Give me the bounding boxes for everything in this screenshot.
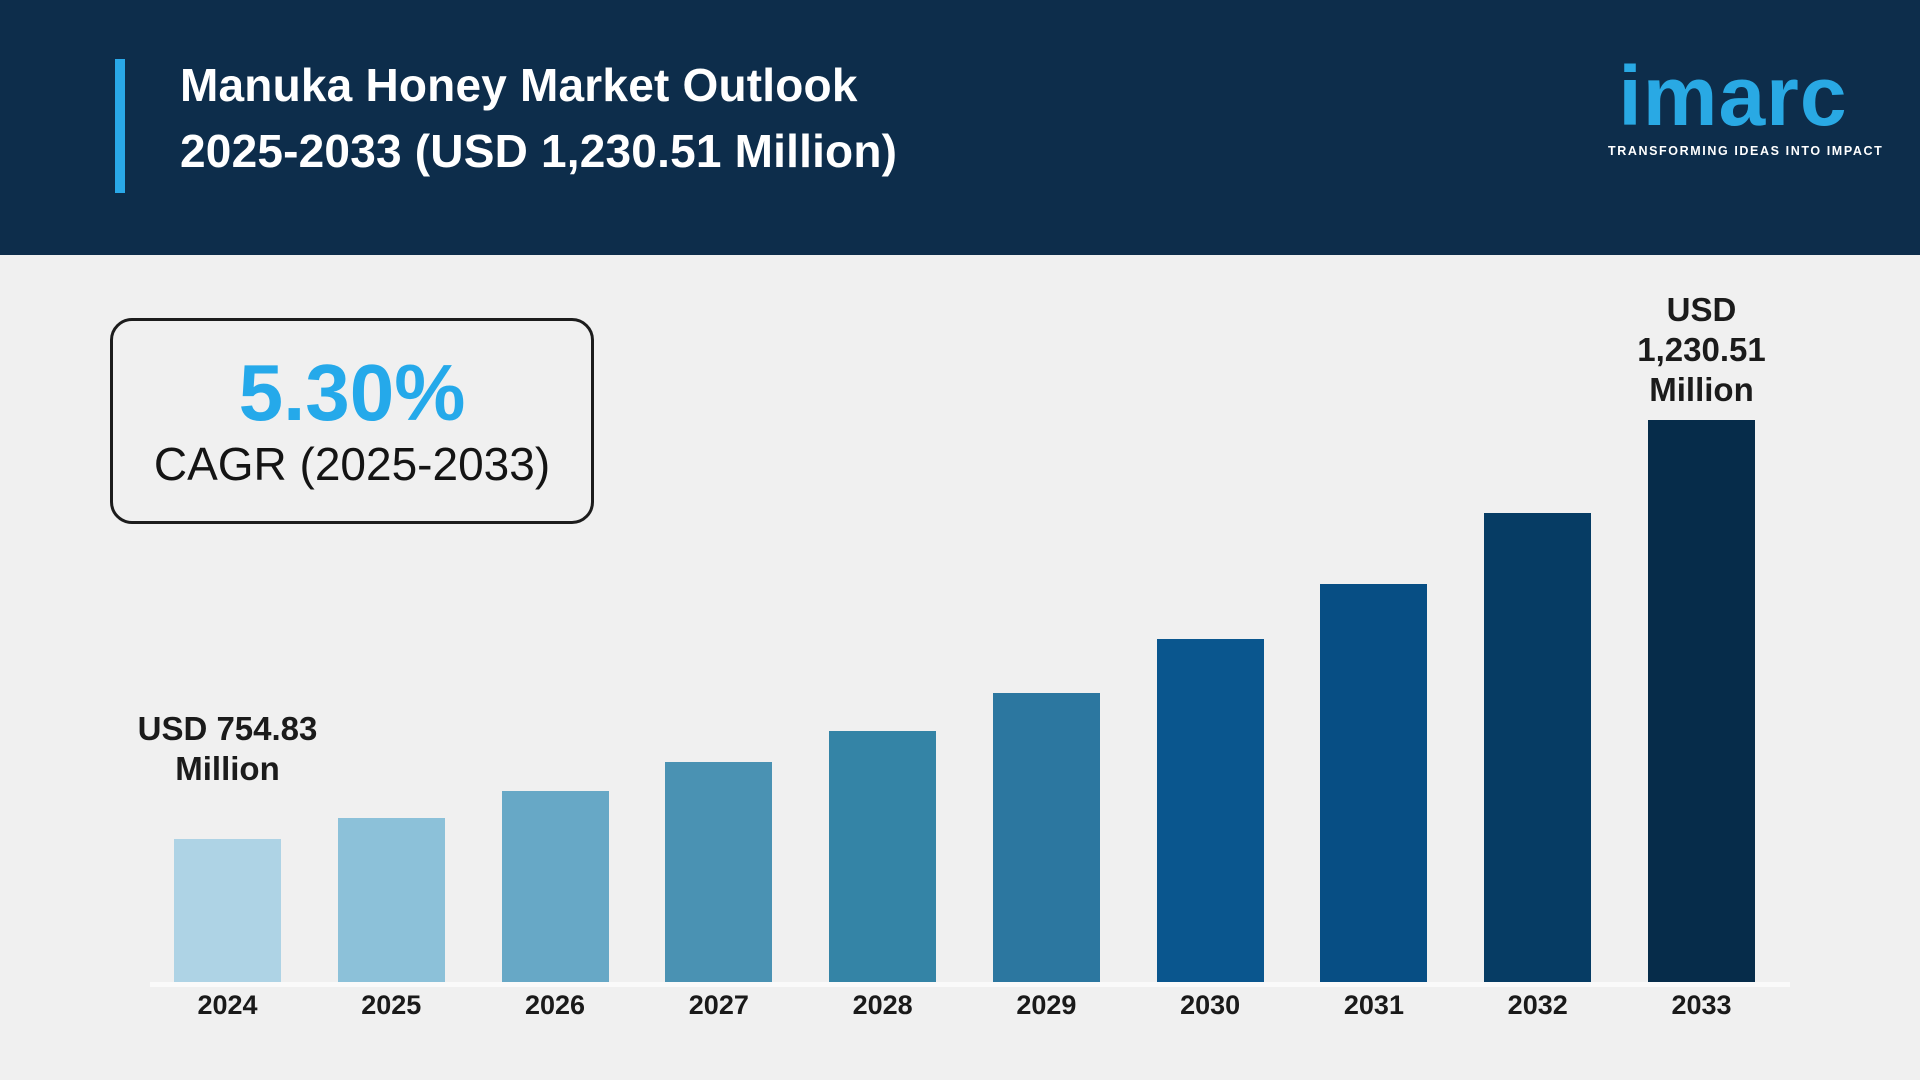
page-title-line1: Manuka Honey Market Outlook — [180, 59, 858, 111]
imarc-logo-text: imarc — [1618, 49, 1848, 143]
year-label-2031: 2031 — [1343, 990, 1404, 1020]
page-header: Manuka Honey Market Outlook 2025-2033 (U… — [0, 0, 1920, 255]
year-label-2028: 2028 — [852, 990, 913, 1020]
cagr-label: CAGR (2025-2033) — [153, 438, 551, 490]
imarc-logo-tagline: TRANSFORMING IDEAS INTO IMPACT — [1608, 144, 1884, 158]
bar-2029 — [992, 693, 1100, 982]
imarc-logo: imarc TRANSFORMING IDEAS INTO IMPACT — [1608, 49, 1884, 158]
bar-2028 — [829, 731, 937, 982]
year-label-2024: 2024 — [197, 990, 258, 1020]
page-title: Manuka Honey Market Outlook 2025-2033 (U… — [180, 52, 897, 184]
year-label-2032: 2032 — [1507, 990, 1568, 1020]
bar-value-annotation-2024: USD 754.83 Million — [137, 710, 318, 787]
page-title-line2: 2025-2033 (USD 1,230.51 Million) — [180, 125, 898, 177]
cagr-box: 5.30% CAGR (2025-2033) — [110, 318, 594, 524]
bar-value-annotation-2033: USD 1,230.51 Million — [1637, 291, 1766, 408]
year-label-2033: 2033 — [1671, 990, 1732, 1020]
year-label-2026: 2026 — [525, 990, 586, 1020]
bar-2025 — [337, 818, 445, 982]
title-accent-bar — [115, 59, 125, 193]
bar-2032 — [1484, 513, 1592, 982]
bar-2027 — [665, 762, 773, 982]
year-label-2027: 2027 — [688, 990, 749, 1020]
year-label-2025: 2025 — [361, 990, 422, 1020]
x-axis-line — [150, 982, 1790, 987]
year-label-2029: 2029 — [1016, 990, 1077, 1020]
year-label-2030: 2030 — [1180, 990, 1241, 1020]
bar-2030 — [1156, 639, 1264, 982]
bar-2031 — [1320, 584, 1428, 982]
bar-2033 — [1648, 420, 1755, 982]
bar-2024 — [174, 839, 281, 982]
bar-2026 — [501, 791, 609, 982]
cagr-value: 5.30% — [238, 348, 466, 437]
